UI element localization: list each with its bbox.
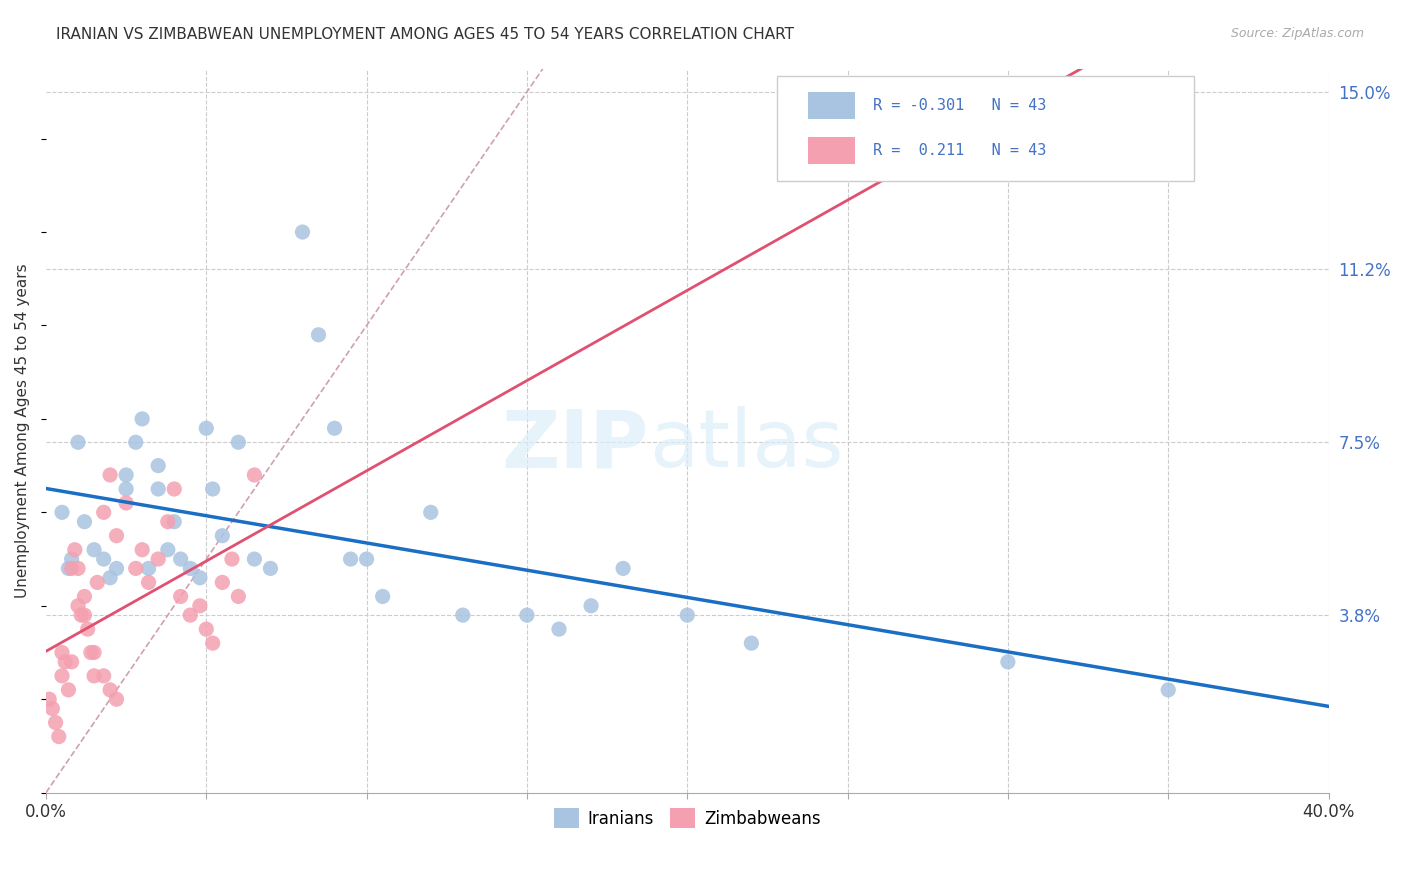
Point — [148, 552, 170, 566]
Text: Source: ZipAtlas.com: Source: ZipAtlas.com — [1230, 27, 1364, 40]
Point — [138, 575, 160, 590]
Point — [211, 575, 233, 590]
Point — [76, 622, 98, 636]
Point — [548, 622, 571, 636]
Point — [38, 692, 60, 706]
Point — [58, 682, 80, 697]
Point — [73, 515, 96, 529]
Point — [259, 561, 281, 575]
Point — [60, 655, 83, 669]
Point — [323, 421, 346, 435]
Point — [138, 561, 160, 575]
Point — [243, 552, 266, 566]
Text: R =  0.211   N = 43: R = 0.211 N = 43 — [873, 144, 1046, 159]
Point — [73, 590, 96, 604]
Point — [67, 561, 90, 575]
Point — [67, 435, 90, 450]
Point — [339, 552, 361, 566]
Point — [51, 646, 73, 660]
Point — [73, 608, 96, 623]
Point — [211, 529, 233, 543]
Point — [163, 482, 186, 496]
Point — [115, 496, 138, 510]
FancyBboxPatch shape — [808, 92, 855, 119]
Point — [93, 505, 115, 519]
Point — [83, 669, 105, 683]
Point — [53, 655, 76, 669]
Point — [41, 701, 63, 715]
Point — [451, 608, 474, 623]
Point — [83, 542, 105, 557]
Point — [51, 505, 73, 519]
Point — [60, 561, 83, 575]
Point — [58, 561, 80, 575]
Point — [291, 225, 314, 239]
Point — [98, 682, 121, 697]
Point — [163, 515, 186, 529]
Text: R = -0.301   N = 43: R = -0.301 N = 43 — [873, 98, 1046, 113]
Point — [188, 599, 211, 613]
Point — [195, 421, 218, 435]
Point — [308, 327, 330, 342]
Text: ZIP: ZIP — [502, 406, 648, 484]
FancyBboxPatch shape — [808, 137, 855, 164]
Point — [201, 636, 224, 650]
Point — [86, 575, 108, 590]
Point — [131, 412, 153, 426]
Point — [516, 608, 538, 623]
Point — [579, 599, 602, 613]
Point — [98, 467, 121, 482]
Point — [48, 730, 70, 744]
Point — [148, 458, 170, 473]
Point — [51, 669, 73, 683]
Point — [105, 529, 128, 543]
Point — [105, 692, 128, 706]
Point — [1157, 682, 1180, 697]
Point — [371, 590, 394, 604]
Y-axis label: Unemployment Among Ages 45 to 54 years: Unemployment Among Ages 45 to 54 years — [15, 263, 30, 598]
Point — [105, 561, 128, 575]
Point — [221, 552, 243, 566]
Point — [228, 590, 250, 604]
Point — [131, 542, 153, 557]
Point — [612, 561, 634, 575]
Text: IRANIAN VS ZIMBABWEAN UNEMPLOYMENT AMONG AGES 45 TO 54 YEARS CORRELATION CHART: IRANIAN VS ZIMBABWEAN UNEMPLOYMENT AMONG… — [56, 27, 794, 42]
Point — [67, 599, 90, 613]
Point — [45, 715, 67, 730]
Point — [83, 646, 105, 660]
Point — [156, 542, 179, 557]
Point — [997, 655, 1019, 669]
Point — [125, 435, 148, 450]
Point — [676, 608, 699, 623]
Point — [356, 552, 378, 566]
Point — [188, 571, 211, 585]
Point — [195, 622, 218, 636]
Point — [201, 482, 224, 496]
Point — [179, 608, 201, 623]
Text: atlas: atlas — [648, 406, 844, 484]
Point — [156, 515, 179, 529]
Point — [169, 552, 191, 566]
Point — [93, 669, 115, 683]
Point — [740, 636, 762, 650]
Point — [148, 482, 170, 496]
Point — [115, 482, 138, 496]
Point — [115, 467, 138, 482]
Point — [63, 542, 86, 557]
Point — [125, 561, 148, 575]
FancyBboxPatch shape — [778, 76, 1194, 181]
Point — [93, 552, 115, 566]
Point — [80, 646, 103, 660]
Point — [60, 552, 83, 566]
Point — [179, 561, 201, 575]
Point — [419, 505, 441, 519]
Point — [243, 467, 266, 482]
Legend: Iranians, Zimbabweans: Iranians, Zimbabweans — [547, 801, 827, 835]
Point — [98, 571, 121, 585]
Point — [70, 608, 93, 623]
Point — [228, 435, 250, 450]
Point — [169, 590, 191, 604]
